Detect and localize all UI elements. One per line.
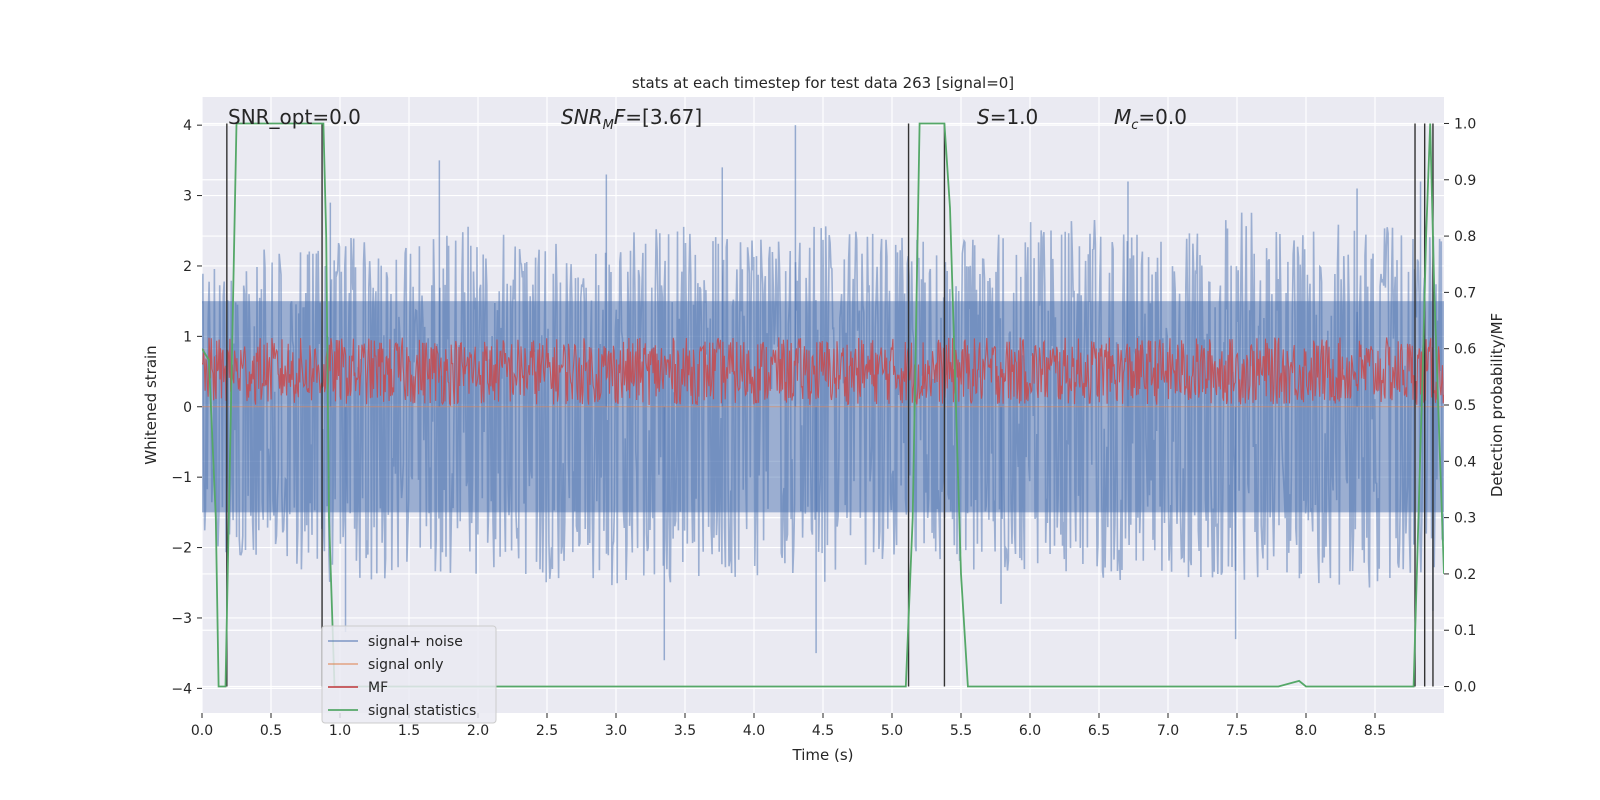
y2-tick-label: 0.3: [1454, 511, 1476, 527]
y2-tick-label: 0.2: [1454, 567, 1476, 583]
legend-label: signal only: [368, 657, 443, 673]
y2-axis-label: Detection probability/MF: [1488, 313, 1506, 497]
y-tick-label: 3: [183, 189, 192, 205]
x-tick-label: 4.5: [812, 723, 834, 739]
chart-title: stats at each timestep for test data 263…: [632, 74, 1014, 92]
y-axis-label: Whitened strain: [142, 345, 160, 464]
legend-label: MF: [368, 680, 388, 696]
x-tick-label: 2.0: [467, 723, 489, 739]
y2-tick-label: 0.8: [1454, 229, 1476, 245]
x-tick-label: 5.5: [950, 723, 972, 739]
y2-tick-label: 0.1: [1454, 623, 1476, 639]
y2-tick-label: 0.9: [1454, 173, 1476, 189]
legend: signal+ noise signal only MF signal statist…: [321, 625, 497, 724]
x-tick-label: 1.5: [398, 723, 420, 739]
x-tick-label: 4.0: [743, 723, 765, 739]
legend-label: signal statistics: [368, 703, 476, 719]
y-tick-label: 2: [183, 259, 192, 275]
x-axis-label: Time (s): [792, 746, 854, 764]
y-tick-label: 0: [183, 400, 192, 416]
x-tick-label: 8.5: [1364, 723, 1386, 739]
y2-tick-label: 0.4: [1454, 454, 1476, 470]
axes: 0.0 0.5 1.0 1.5 2.0 2.5 3.0 3.5 4.0 4.5 5.0 5.5 6.0 6…: [171, 116, 1476, 739]
annotation-snr-mf: SNRMF=[3.67]: [561, 105, 702, 133]
y2-tick-label: 0.0: [1454, 680, 1476, 696]
y-tick-label: 1: [183, 329, 192, 345]
x-tick-label: 0.0: [191, 723, 213, 739]
y-tick-label: −2: [171, 541, 192, 557]
x-tick-label: 0.5: [260, 723, 282, 739]
y-tick-label: −1: [171, 470, 192, 486]
y-tick-label: −3: [171, 611, 192, 627]
x-tick-label: 3.0: [605, 723, 627, 739]
y-tick-label: 4: [183, 118, 192, 134]
x-tick-label: 5.0: [881, 723, 903, 739]
legend-box: [321, 625, 497, 724]
y-tick-label: −4: [171, 681, 192, 697]
y2-tick-label: 0.6: [1454, 342, 1476, 358]
legend-label: signal+ noise: [368, 634, 463, 650]
x-tick-label: 7.0: [1157, 723, 1179, 739]
x-tick-label: 7.5: [1226, 723, 1248, 739]
annotation-snr-opt: SNR_opt=0.0: [228, 105, 361, 129]
x-tick-label: 6.5: [1088, 723, 1110, 739]
x-tick-label: 6.0: [1019, 723, 1041, 739]
y2-tick-label: 0.7: [1454, 285, 1476, 301]
series-mf: [202, 337, 1444, 407]
y2-tick-label: 1.0: [1454, 116, 1476, 132]
x-tick-label: 1.0: [329, 723, 351, 739]
x-tick-label: 2.5: [536, 723, 558, 739]
annotation-mc: Mc=0.0: [1114, 105, 1187, 133]
annotation-s: S=1.0: [977, 105, 1038, 129]
y2-tick-label: 0.5: [1454, 398, 1476, 414]
x-tick-label: 3.5: [674, 723, 696, 739]
series-signal-statistics: [202, 122, 1444, 688]
x-tick-label: 8.0: [1295, 723, 1317, 739]
plot-marks: [202, 122, 1444, 688]
